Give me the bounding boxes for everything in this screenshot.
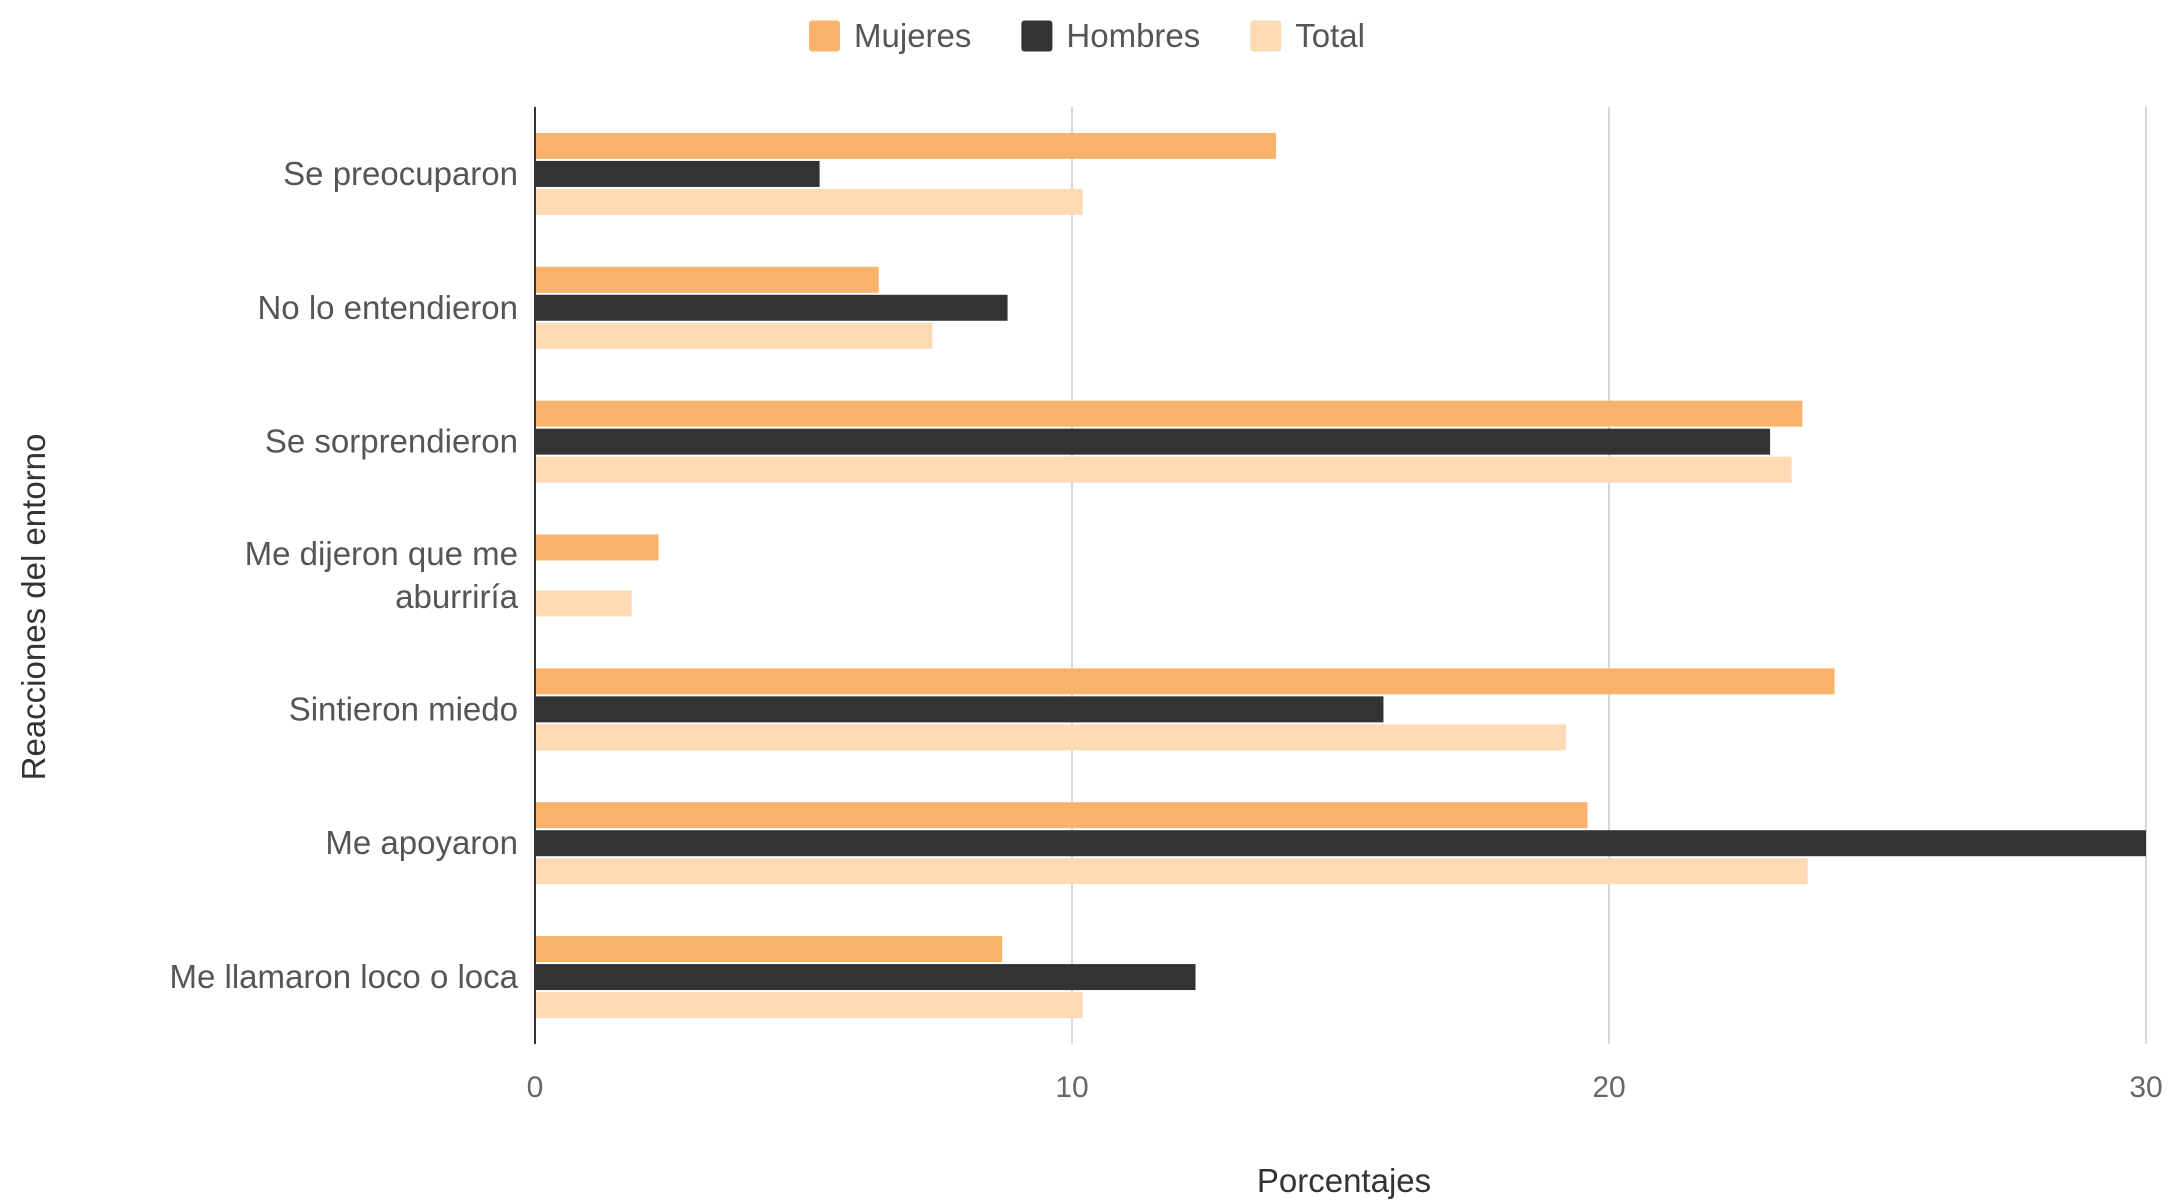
bar-hombres (535, 428, 1771, 455)
bar-total (535, 590, 632, 617)
bar-mujeres (535, 132, 1277, 159)
legend: Mujeres Hombres Total (809, 17, 1365, 54)
x-tick-label: 0 (527, 1071, 544, 1104)
bar-hombres (535, 294, 1008, 321)
x-tick-label: 20 (1592, 1071, 1625, 1104)
x-tick-labels: 0 10 20 30 (527, 1071, 2163, 1104)
gridlines (1071, 107, 2147, 1044)
legend-label: Mujeres (854, 17, 971, 54)
bar-total (535, 322, 933, 349)
category-label: Sintieron miedo (289, 690, 518, 727)
category-label: aburriría (395, 578, 519, 615)
bar-mujeres (535, 266, 879, 293)
legend-swatch-total (1250, 20, 1282, 52)
category-label: Se sorprendieron (265, 423, 518, 460)
legend-swatch-mujeres (809, 20, 841, 52)
x-tick-label: 10 (1055, 1071, 1088, 1104)
category-label: Me apoyaron (325, 824, 518, 861)
bar-mujeres (535, 802, 1588, 829)
bar-total (535, 992, 1083, 1019)
x-tick-label: 30 (2129, 1071, 2162, 1104)
category-label: Me llamaron loco o loca (170, 958, 519, 995)
bar-hombres (535, 964, 1196, 991)
bar-total (535, 724, 1567, 751)
bar-mujeres (535, 534, 659, 561)
bars (535, 132, 2146, 1019)
x-axis-title: Porcentajes (1257, 1162, 1431, 1199)
bar-mujeres (535, 400, 1803, 427)
bar-total (535, 858, 1808, 885)
bar-hombres (535, 830, 2146, 857)
bar-mujeres (535, 668, 1835, 695)
legend-label: Hombres (1066, 17, 1200, 54)
bar-total (535, 456, 1792, 483)
category-label: Se preocuparon (283, 155, 518, 192)
category-label: No lo entendieron (257, 289, 518, 326)
category-label: Me dijeron que me (245, 535, 518, 572)
bar-hombres (535, 160, 820, 187)
legend-label: Total (1295, 17, 1365, 54)
bar-mujeres (535, 936, 1003, 963)
bar-total (535, 188, 1083, 215)
bar-hombres (535, 696, 1384, 723)
legend-swatch-hombres (1021, 20, 1053, 52)
y-axis-title: Reacciones del entorno (15, 434, 52, 781)
category-labels: Se preocuparon No lo entendieron Se sorpre… (170, 155, 519, 995)
